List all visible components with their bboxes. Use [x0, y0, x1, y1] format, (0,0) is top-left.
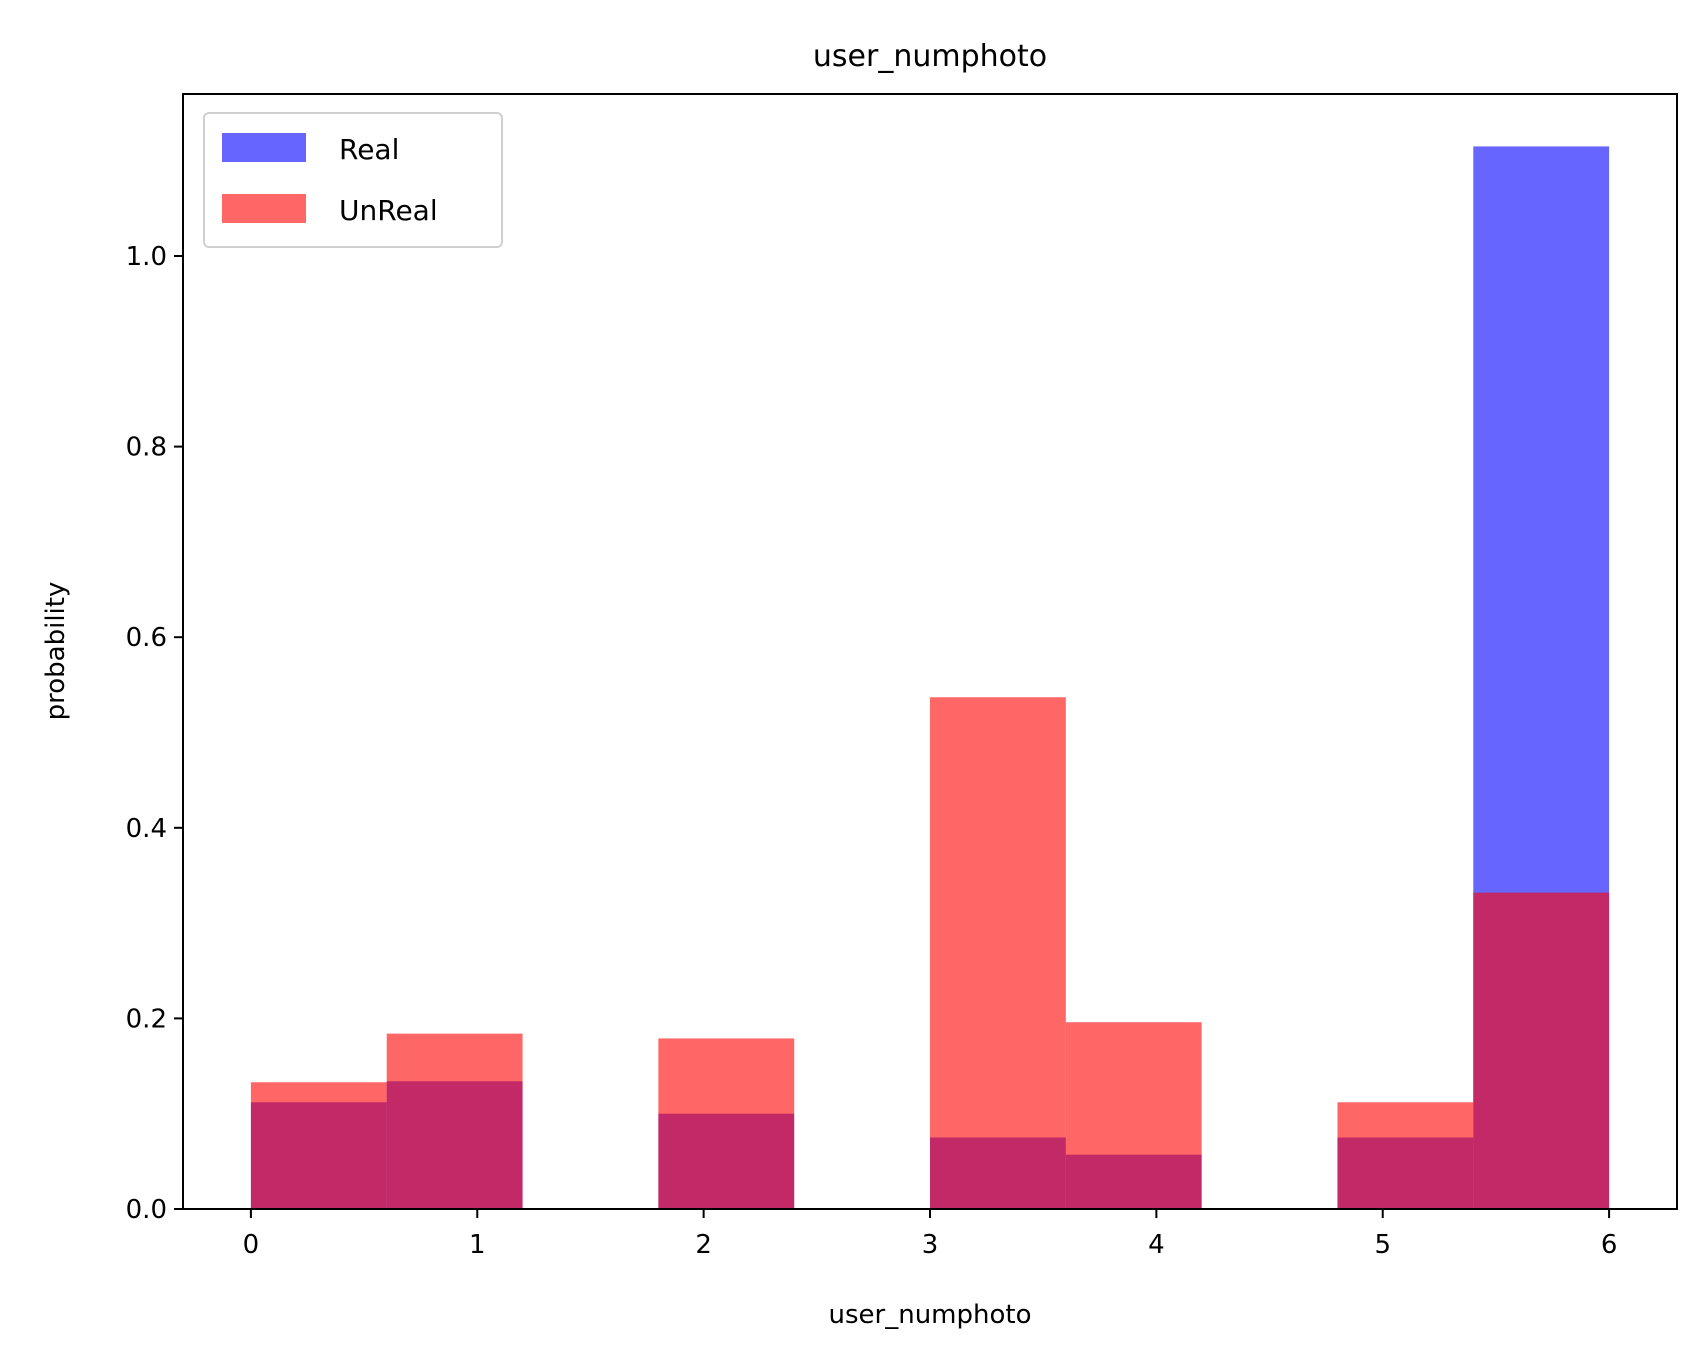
bar-unreal-0 [250, 1082, 387, 1209]
y-axis-label: probability [41, 582, 71, 721]
x-axis-label: user_numphoto [829, 1300, 1032, 1330]
legend: Real UnReal [203, 112, 503, 248]
bar-unreal-3 [658, 1038, 795, 1209]
y-tick-label-0: 0.0 [126, 1195, 167, 1225]
x-tick-label-5: 5 [1374, 1230, 1391, 1260]
bar-unreal-1 [386, 1033, 523, 1209]
bar-unreal-8 [1337, 1102, 1474, 1209]
x-tick-label-0: 0 [243, 1230, 260, 1260]
x-tick-label-1: 1 [469, 1230, 486, 1260]
chart-title: user_numphoto [813, 39, 1047, 74]
bar-unreal-5 [930, 697, 1066, 1209]
x-tick-label-2: 2 [695, 1230, 712, 1260]
bars-layer [250, 146, 1610, 1209]
legend-swatch-real [222, 133, 306, 162]
legend-label-real: Real [339, 133, 399, 166]
legend-label-unreal: UnReal [339, 194, 438, 227]
y-tick-label-4: 0.8 [126, 433, 167, 463]
x-tick-label-3: 3 [922, 1230, 939, 1260]
y-tick-label-1: 0.2 [126, 1004, 167, 1034]
y-tick-label-3: 0.6 [126, 623, 167, 653]
legend-swatch-unreal [222, 194, 306, 223]
y-tick-label-5: 1.0 [126, 242, 167, 272]
x-tick-label-4: 4 [1148, 1230, 1165, 1260]
x-axis: 0 1 2 3 4 5 6 [243, 1209, 1618, 1260]
y-axis: 0.0 0.2 0.4 0.6 0.8 1.0 [126, 242, 183, 1225]
y-tick-label-2: 0.4 [126, 814, 167, 844]
bar-unreal-9 [1473, 892, 1610, 1209]
bar-unreal-6 [1065, 1022, 1202, 1209]
x-tick-label-6: 6 [1601, 1230, 1618, 1260]
